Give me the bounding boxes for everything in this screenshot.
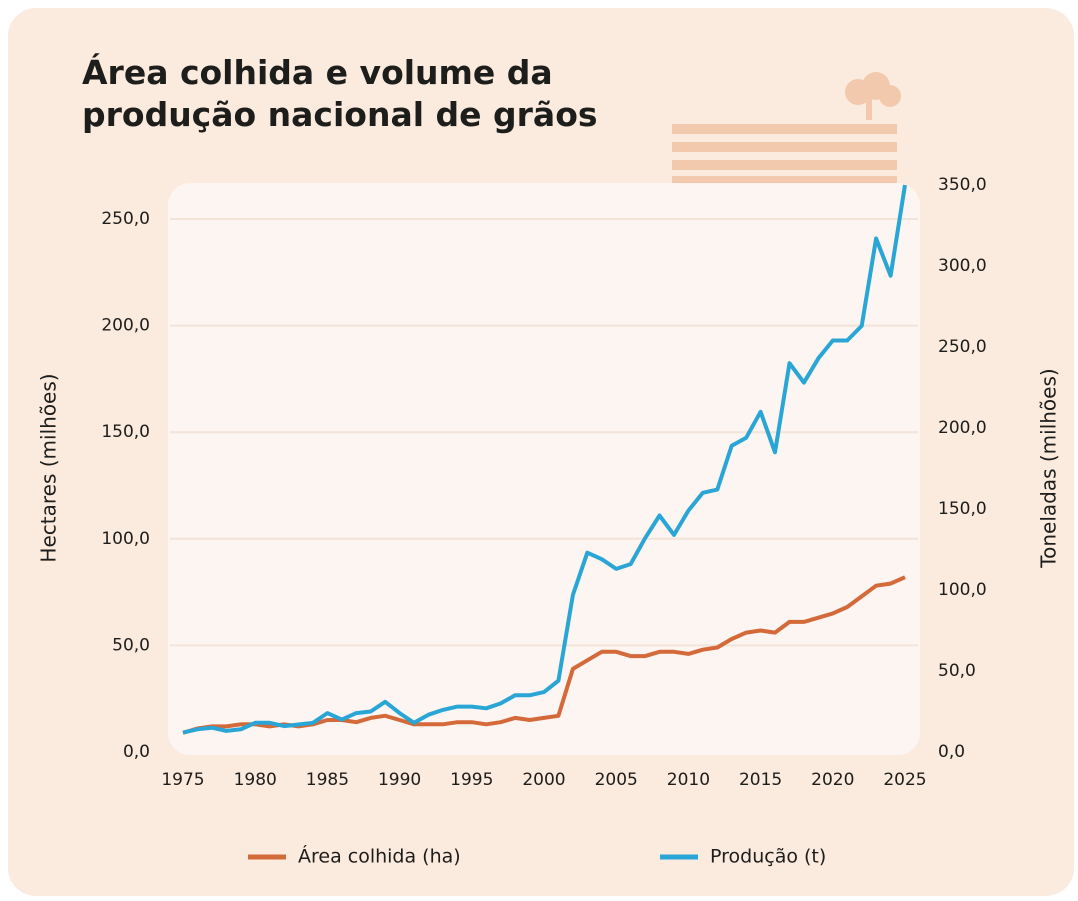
x-tick-label: 1980 (234, 770, 277, 790)
x-tick-label: 2015 (739, 770, 782, 790)
y-tick-label: 50,0 (112, 635, 150, 655)
y-tick-label: 150,0 (101, 422, 150, 442)
y-tick-label: 250,0 (101, 209, 150, 229)
y2-tick-label: 200,0 (938, 418, 987, 438)
chart-title: Área colhida e volume da produção nacion… (82, 53, 598, 134)
y-tick-label: 100,0 (101, 529, 150, 549)
y2-tick-label: 100,0 (938, 580, 987, 600)
y2-tick-label: 50,0 (938, 661, 976, 681)
x-tick-label: 1985 (306, 770, 349, 790)
x-tick-label: 2000 (522, 770, 565, 790)
y2-axis-title: Toneladas (milhões) (1037, 368, 1061, 568)
series-line (182, 184, 907, 735)
y-tick-label: 0,0 (123, 742, 150, 762)
y2-tick-label: 350,0 (938, 175, 987, 195)
y2-tick-label: 300,0 (938, 256, 987, 276)
x-tick-label: 1975 (161, 770, 204, 790)
legend-label: Área colhida (ha) (298, 845, 461, 868)
x-tick-label: 2005 (595, 770, 638, 790)
x-tick-label: 2010 (667, 770, 710, 790)
y-tick-label: 200,0 (101, 316, 150, 336)
y2-tick-label: 0,0 (938, 742, 965, 762)
y2-tick-label: 150,0 (938, 499, 987, 519)
plot-area (168, 183, 920, 755)
y2-tick-label: 250,0 (938, 337, 987, 357)
x-tick-label: 1990 (378, 770, 421, 790)
x-tick-label: 2020 (811, 770, 854, 790)
x-tick-label: 1995 (450, 770, 493, 790)
legend-label: Produção (t) (710, 846, 826, 868)
y-axis-title: Hectares (milhões) (37, 373, 61, 562)
field-icon (672, 72, 901, 184)
x-tick-label: 2025 (883, 770, 926, 790)
